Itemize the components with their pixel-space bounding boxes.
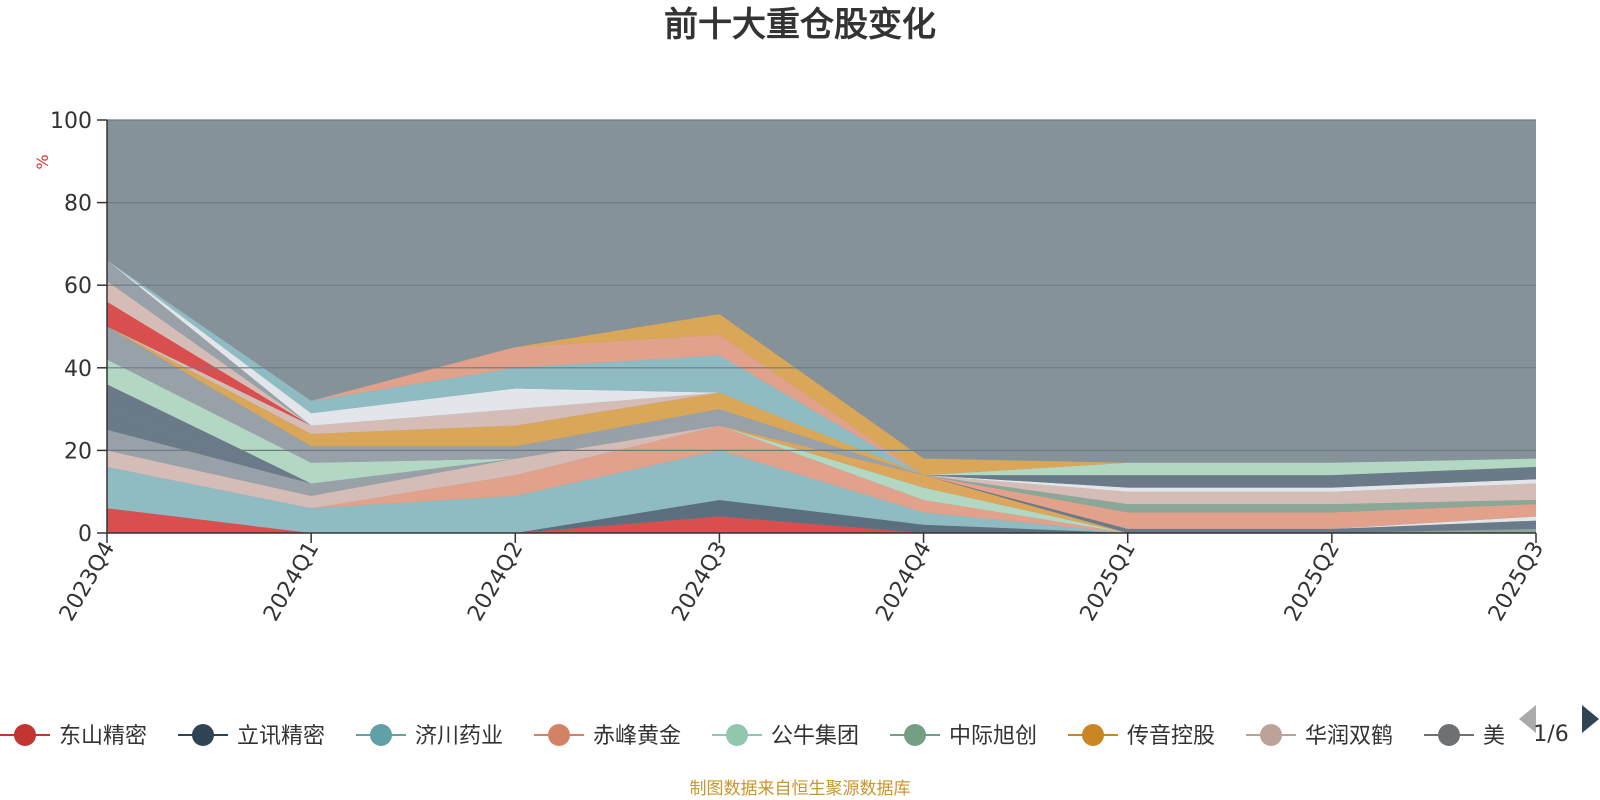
legend-marker-icon [192,724,214,746]
data-source-note: 制图数据来自恒生聚源数据库 [690,779,911,799]
x-tick-label: 2024Q1 [259,538,324,626]
legend-next-page-icon[interactable] [1582,705,1599,733]
x-tick-label: 2024Q4 [871,538,936,626]
legend-item[interactable]: 赤峰黄金 [534,724,681,749]
legend-pager: 1/6 [1519,705,1599,747]
area-series [107,425,1536,533]
legend-label: 传音控股 [1127,724,1215,749]
legend-item[interactable]: 中际旭创 [890,724,1037,749]
series-areas [107,260,1536,533]
area-series [107,384,1536,488]
area-series [107,508,1536,533]
legend-marker-icon [1438,724,1460,746]
legend-marker-icon [726,724,748,746]
area-series [107,260,1536,476]
x-tick-label: 2024Q3 [667,538,732,626]
area-series [107,499,1536,533]
legend-marker-icon [548,724,570,746]
legend-label: 公牛集团 [771,724,859,749]
y-axis-ticks: 0 20 40 60 80 100 [50,109,107,547]
y-tick-label: 100 [50,109,92,134]
area-series [107,359,1536,484]
x-tick-label: 2025Q2 [1280,538,1345,626]
legend-item[interactable]: 华润双鹤 [1246,724,1393,749]
y-tick-label: 0 [78,522,92,547]
legend: 东山精密 立讯精密 济川药业 赤峰黄金 公牛集团 中际旭创 传音控股 华润双鹤 美 [0,724,1505,749]
x-tick-label: 2025Q1 [1076,538,1141,626]
area-series [107,326,1536,476]
x-tick-label: 2024Q2 [463,538,528,626]
area-series [107,409,1536,505]
legend-marker-icon [1260,724,1282,746]
x-tick-label: 2023Q4 [55,538,120,626]
legend-item[interactable]: 立讯精密 [178,724,325,749]
y-tick-label: 80 [64,192,92,217]
legend-marker-icon [370,724,392,746]
legend-item[interactable]: 美 [1424,724,1505,749]
area-series [107,409,1536,529]
legend-item[interactable]: 公牛集团 [712,724,859,749]
legend-label: 东山精密 [59,724,147,749]
legend-label: 济川药业 [415,724,503,749]
y-tick-label: 20 [64,439,92,464]
chart-title: 前十大重仓股变化 [664,5,936,45]
legend-marker-icon [14,724,36,746]
grid-lines [107,119,1536,451]
legend-label: 中际旭创 [949,724,1037,749]
legend-marker-icon [1082,724,1104,746]
legend-marker-icon [904,724,926,746]
legend-label: 立讯精密 [237,724,325,749]
axes [106,120,1536,534]
legend-label: 华润双鹤 [1305,724,1393,749]
area-series [107,450,1536,533]
legend-label: 赤峰黄金 [593,724,681,749]
legend-page-indicator: 1/6 [1533,722,1568,747]
legend-prev-page-icon[interactable] [1519,705,1536,733]
legend-label: 美 [1483,724,1505,749]
legend-items: 东山精密 立讯精密 济川药业 赤峰黄金 公牛集团 中际旭创 传音控股 华润双鹤 美 [0,724,1505,749]
y-axis-unit: % [33,154,52,169]
legend-item[interactable]: 东山精密 [0,724,147,749]
y-tick-label: 60 [64,274,92,299]
legend-item[interactable]: 济川药业 [356,724,503,749]
y-tick-label: 40 [64,357,92,382]
legend-item[interactable]: 传音控股 [1068,724,1215,749]
x-tick-label: 2025Q3 [1484,538,1549,626]
x-axis-ticks: 2023Q4 2024Q1 2024Q2 2024Q3 2024Q4 2025Q1 2025… [55,533,1549,626]
